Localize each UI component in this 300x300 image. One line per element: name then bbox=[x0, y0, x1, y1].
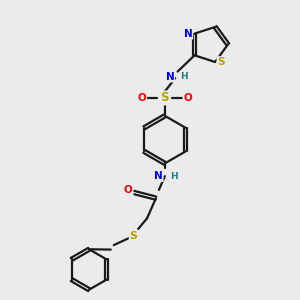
Text: N: N bbox=[154, 171, 163, 181]
Text: O: O bbox=[138, 93, 146, 103]
Text: O: O bbox=[124, 185, 133, 195]
Text: S: S bbox=[160, 92, 169, 104]
Text: N: N bbox=[184, 29, 192, 39]
Text: S: S bbox=[217, 57, 225, 67]
Text: H: H bbox=[171, 172, 178, 181]
Text: S: S bbox=[130, 231, 138, 241]
Text: H: H bbox=[180, 72, 188, 81]
Text: N: N bbox=[166, 72, 174, 82]
Text: O: O bbox=[183, 93, 192, 103]
